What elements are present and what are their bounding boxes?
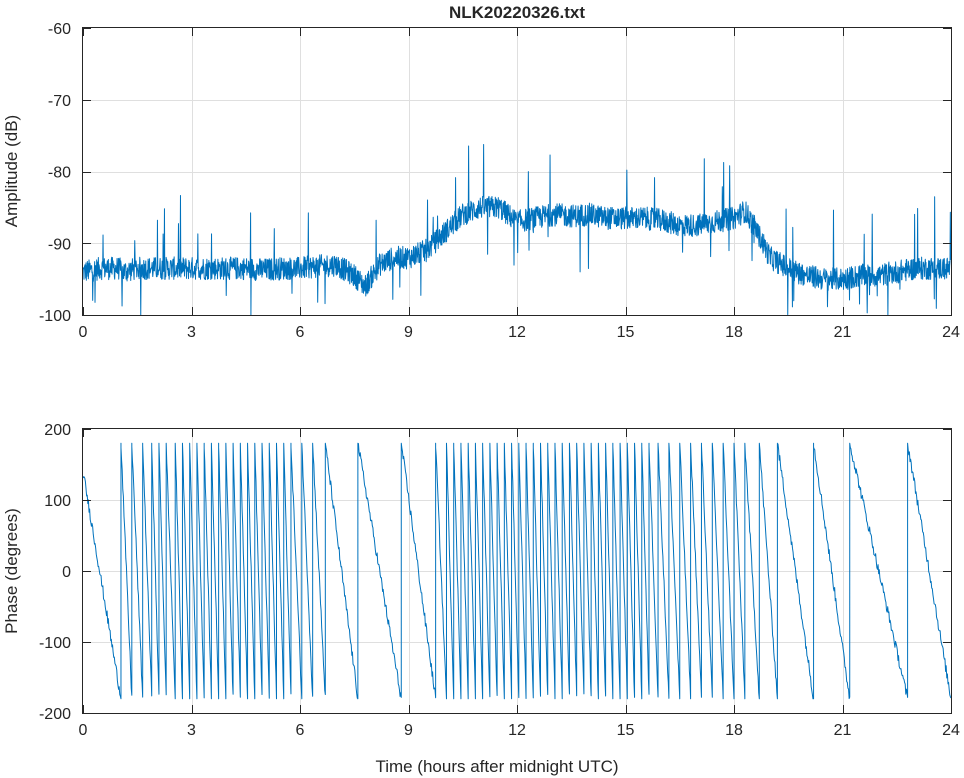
x-tick-label: 12 bbox=[508, 722, 526, 739]
phase-x-axis-label: Time (hours after midnight UTC) bbox=[375, 757, 618, 776]
x-tick-label: 15 bbox=[617, 324, 635, 341]
y-tick-label: 200 bbox=[44, 422, 71, 439]
y-tick-label: -90 bbox=[48, 236, 71, 253]
x-tick-label: 9 bbox=[404, 324, 413, 341]
y-tick-label: -100 bbox=[39, 635, 71, 652]
amplitude-series bbox=[82, 144, 952, 316]
amplitude-axes-box bbox=[82, 27, 952, 316]
x-tick-label: 9 bbox=[404, 722, 413, 739]
y-tick-label: -70 bbox=[48, 93, 71, 110]
x-tick-label: 3 bbox=[187, 722, 196, 739]
amplitude-chart-title: NLK20220326.txt bbox=[449, 3, 585, 22]
y-tick-label: 100 bbox=[44, 493, 71, 510]
x-tick-label: 24 bbox=[942, 324, 960, 341]
x-tick-label: 21 bbox=[834, 722, 852, 739]
amplitude-y-axis-label: Amplitude (dB) bbox=[2, 115, 21, 227]
amplitude-axes: NLK20220326.txt 0 3 6 9 12 15 18 21 24 -100 -90 -80… bbox=[2, 3, 960, 341]
x-tick-label: 6 bbox=[296, 324, 305, 341]
x-tick-label: 0 bbox=[79, 324, 88, 341]
phase-axes: 0 3 6 9 12 15 18 21 24 -200 -100 0 100 200 Phase (deg… bbox=[2, 422, 960, 776]
series-line bbox=[82, 144, 952, 316]
phase-grid bbox=[83, 429, 951, 713]
x-tick-label: 0 bbox=[79, 722, 88, 739]
phase-y-axis-label: Phase (degrees) bbox=[2, 508, 21, 634]
phase-ticks: 0 3 6 9 12 15 18 21 24 -200 -100 0 100 200 bbox=[39, 422, 960, 739]
phase-axes-box bbox=[82, 428, 952, 714]
phase-series bbox=[82, 442, 952, 700]
x-tick-label: 18 bbox=[725, 722, 743, 739]
x-tick-label: 6 bbox=[296, 722, 305, 739]
amplitude-ticks: 0 3 6 9 12 15 18 21 24 -100 -90 -80 -70 -60 bbox=[39, 21, 960, 341]
x-tick-label: 24 bbox=[942, 722, 960, 739]
y-tick-label: -200 bbox=[39, 706, 71, 723]
y-tick-label: -80 bbox=[48, 165, 71, 182]
y-tick-label: 0 bbox=[62, 564, 71, 581]
y-tick-label: -60 bbox=[48, 21, 71, 38]
y-tick-label: -100 bbox=[39, 308, 71, 325]
x-tick-label: 21 bbox=[834, 324, 852, 341]
x-tick-label: 15 bbox=[617, 722, 635, 739]
x-tick-label: 18 bbox=[725, 324, 743, 341]
series-line bbox=[82, 442, 952, 700]
x-tick-label: 3 bbox=[187, 324, 196, 341]
x-tick-label: 12 bbox=[508, 324, 526, 341]
